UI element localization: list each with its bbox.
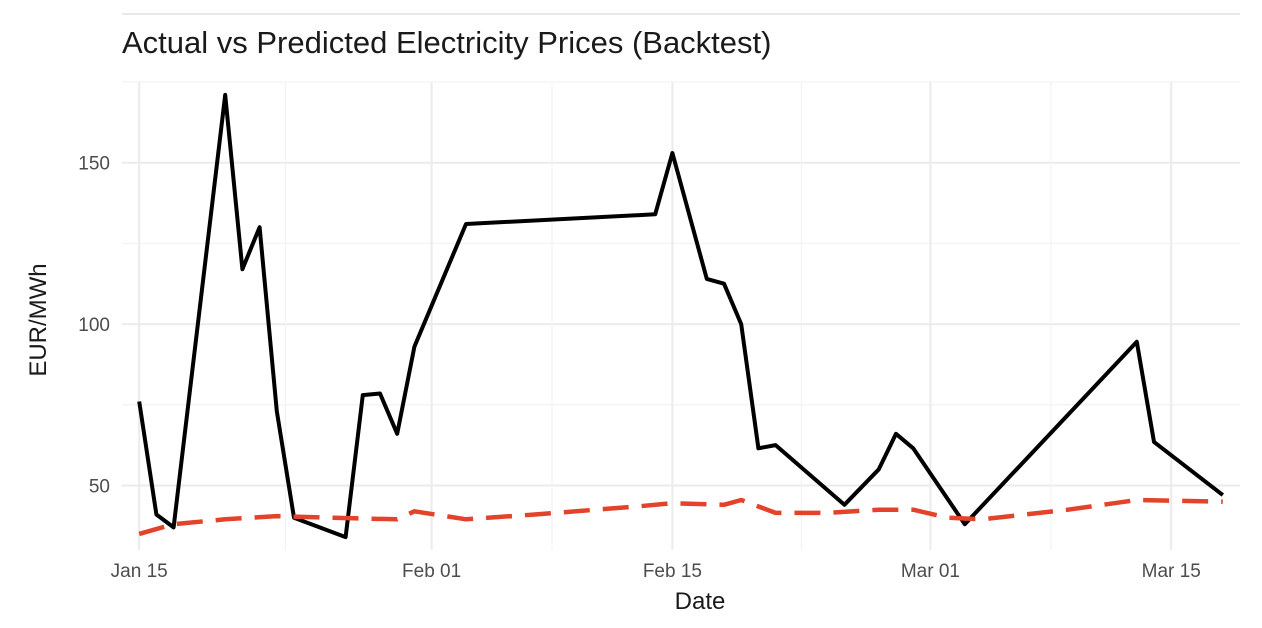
tick-labels: 50 100 150 Jan 15 Feb 01 Feb 15 Mar 01 Mar 15	[78, 154, 1200, 582]
x-tick-label: Mar 15	[1142, 561, 1201, 582]
series-lines	[137, 92, 1225, 540]
chart-title: Actual vs Predicted Electricity Prices (…	[122, 25, 772, 60]
y-axis-title: EUR/MWh	[25, 263, 52, 376]
actual-price-line	[137, 92, 1225, 540]
y-tick-label: 100	[78, 315, 110, 336]
predicted-price-line	[138, 497, 1223, 537]
x-tick-label: Feb 01	[402, 561, 461, 582]
x-tick-label: Jan 15	[111, 561, 168, 582]
x-tick-label: Mar 01	[901, 561, 960, 582]
y-tick-label: 150	[78, 154, 110, 175]
top-rule	[122, 13, 1240, 15]
x-tick-label: Feb 15	[643, 561, 702, 582]
x-axis-title: Date	[675, 588, 726, 615]
y-tick-label: 50	[89, 476, 110, 497]
